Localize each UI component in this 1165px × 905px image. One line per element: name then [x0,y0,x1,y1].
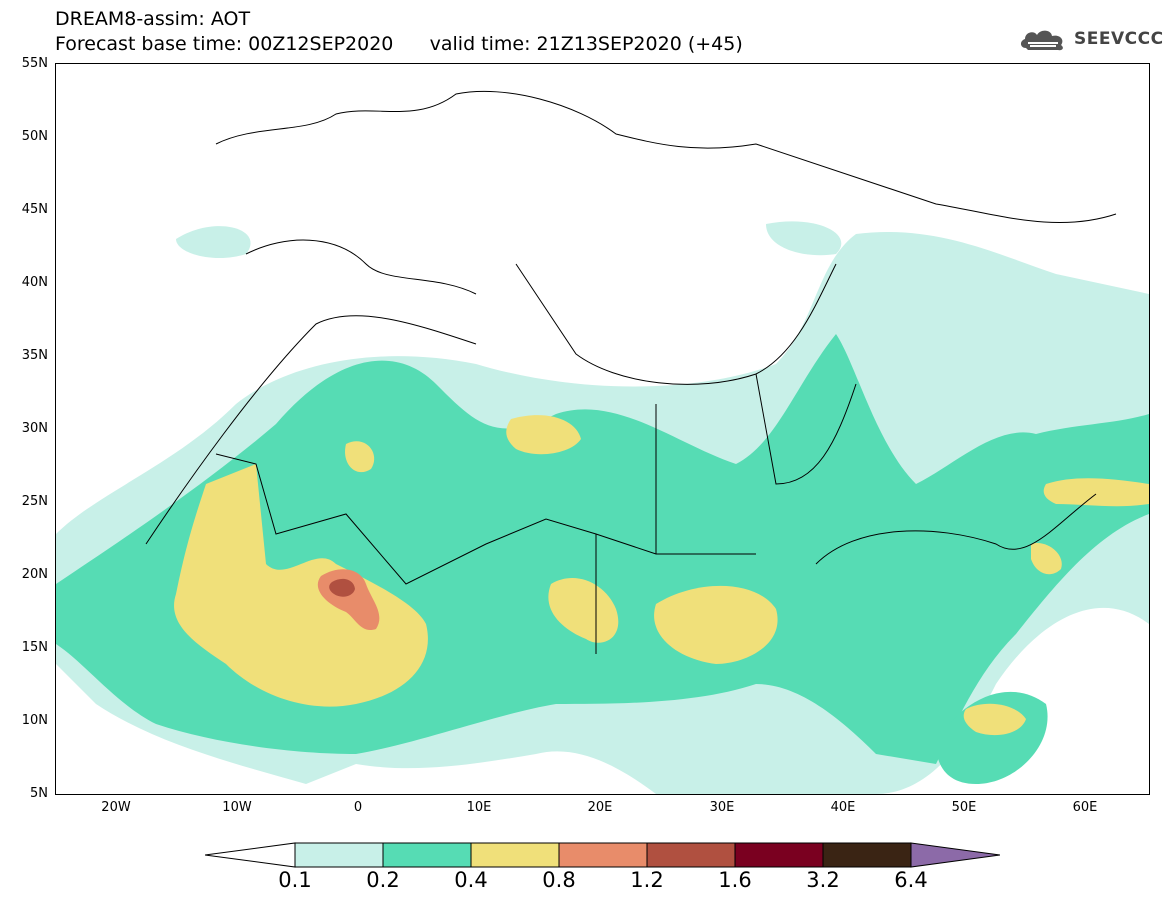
lat-label: 45N [21,202,48,217]
colorbar-label: 6.4 [894,868,928,892]
lon-label: 50E [951,800,977,815]
aot-band-1.2 [329,578,355,597]
colorbar-swatch [822,842,912,868]
lat-label: 25N [21,494,48,509]
colorbar-swatch [470,842,560,868]
colorbar-swatch [734,842,824,868]
map-title: DREAM8-assim: AOT [55,8,251,30]
aot-field [56,64,1149,794]
aot-map [55,63,1150,795]
forecast-time-line: Forecast base time: 00Z12SEP2020 valid t… [55,33,743,55]
lon-label: 60E [1072,800,1098,815]
colorbar-swatch [382,842,472,868]
colorbar-label: 1.2 [630,868,664,892]
colorbar-max-arrow [910,842,1000,868]
colorbar-min-arrow [205,842,296,868]
colorbar-swatch [646,842,736,868]
colorbar-label: 0.4 [454,868,488,892]
seevccc-logo: SEEVCCC [1018,24,1164,54]
lon-label: 20E [587,800,613,815]
lat-label: 10N [21,713,48,728]
lat-label: 30N [21,421,48,436]
colorbar-swatch [558,842,648,868]
lat-label: 40N [21,275,48,290]
brand-name: SEEVCCC [1074,29,1164,49]
country-borders [145,90,1117,654]
aot-colorbar [205,842,1000,868]
colorbar-label: 3.2 [806,868,840,892]
colorbar-swatch [294,842,384,868]
lat-label: 20N [21,567,48,582]
colorbar-label: 0.2 [366,868,400,892]
lon-label: 20W [101,800,131,815]
lon-label: 0 [353,800,363,815]
lon-label: 10W [222,800,252,815]
colorbar-label: 0.8 [542,868,576,892]
colorbar-label: 0.1 [278,868,312,892]
lon-label: 40E [830,800,856,815]
lat-label: 35N [21,348,48,363]
cloud-logo-icon [1020,30,1063,51]
lon-label: 10E [466,800,492,815]
lat-label: 15N [21,640,48,655]
lat-label: 5N [30,786,48,801]
aot-band-0.4 [174,415,1149,736]
lon-label: 30E [709,800,735,815]
lat-label: 50N [21,129,48,144]
colorbar-label: 1.6 [718,868,752,892]
lat-label: 55N [21,56,48,71]
